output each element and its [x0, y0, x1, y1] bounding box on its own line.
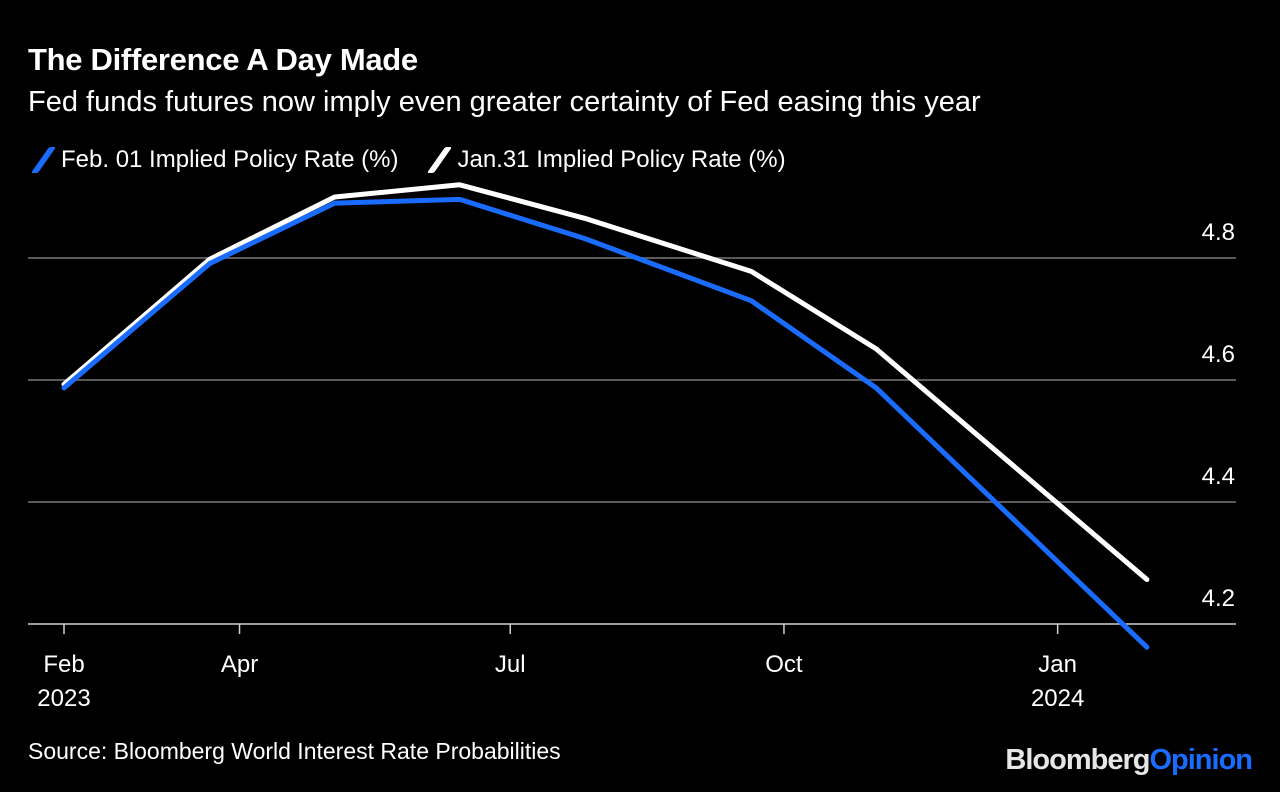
legend-item-jan31: Jan.31 Implied Policy Rate (%) [424, 146, 786, 174]
series-line-feb01 [61, 196, 1150, 650]
chart-title: The Difference A Day Made [28, 42, 418, 77]
y-tick-label: 4.6 [1202, 341, 1235, 368]
legend-item-feb01: Feb. 01 Implied Policy Rate (%) [28, 146, 398, 174]
legend: Feb. 01 Implied Policy Rate (%) Jan.31 I… [28, 146, 812, 174]
y-tick-label: 4.2 [1202, 585, 1235, 612]
x-tick-label: Apr [221, 651, 258, 678]
x-tick-year: 2024 [1031, 685, 1084, 712]
x-tick-label: Oct [765, 651, 803, 678]
x-tick-label: Feb [43, 651, 84, 678]
source-note: Source: Bloomberg World Interest Rate Pr… [28, 738, 561, 764]
y-tick-label: 4.8 [1202, 219, 1235, 246]
x-tick-label: Jan [1038, 651, 1077, 678]
y-tick-label: 4.4 [1202, 463, 1235, 490]
chart-subtitle: Fed funds futures now imply even greater… [28, 86, 981, 118]
bloomberg-opinion-logo: BloombergOpinion [1005, 744, 1253, 776]
legend-label-feb01: Feb. 01 Implied Policy Rate (%) [61, 146, 399, 173]
series-line-jan31 [61, 182, 1150, 582]
x-tick-label: Jul [495, 651, 526, 678]
x-tick-year: 2023 [37, 685, 90, 712]
legend-label-jan31: Jan.31 Implied Policy Rate (%) [457, 146, 786, 173]
